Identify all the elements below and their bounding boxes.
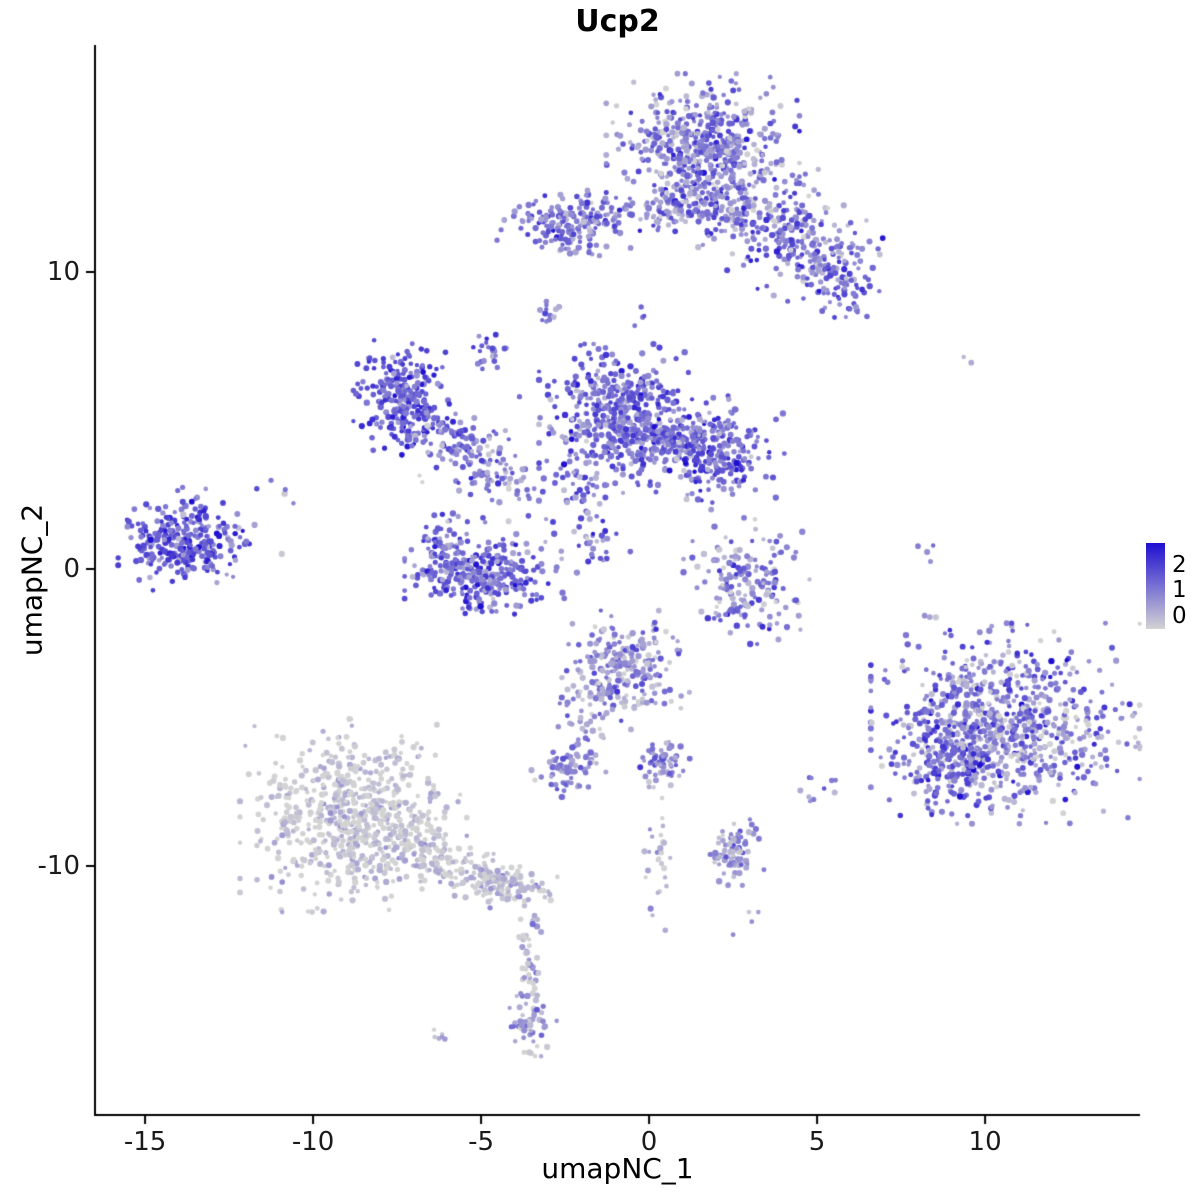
x-tick-label: 10 [968, 1127, 1002, 1157]
x-tick-label: -15 [123, 1127, 167, 1157]
x-tick-label: -10 [291, 1127, 335, 1157]
y-tick-label: 10 [46, 256, 80, 287]
x-tick-label: -5 [468, 1127, 495, 1157]
x-axis-label: umapNC_1 [541, 1152, 694, 1185]
legend-gradient-bar [1146, 543, 1165, 629]
legend-label: 0 [1172, 603, 1187, 630]
legend-label: 1 [1172, 577, 1187, 604]
y-tick-label: 0 [63, 554, 80, 584]
x-tick-label: 0 [640, 1127, 658, 1157]
x-tick-label: 5 [808, 1127, 826, 1157]
y-tick-label: -10 [37, 851, 80, 882]
plot-title: Ucp2 [575, 4, 660, 39]
legend-label: 2 [1172, 551, 1187, 578]
